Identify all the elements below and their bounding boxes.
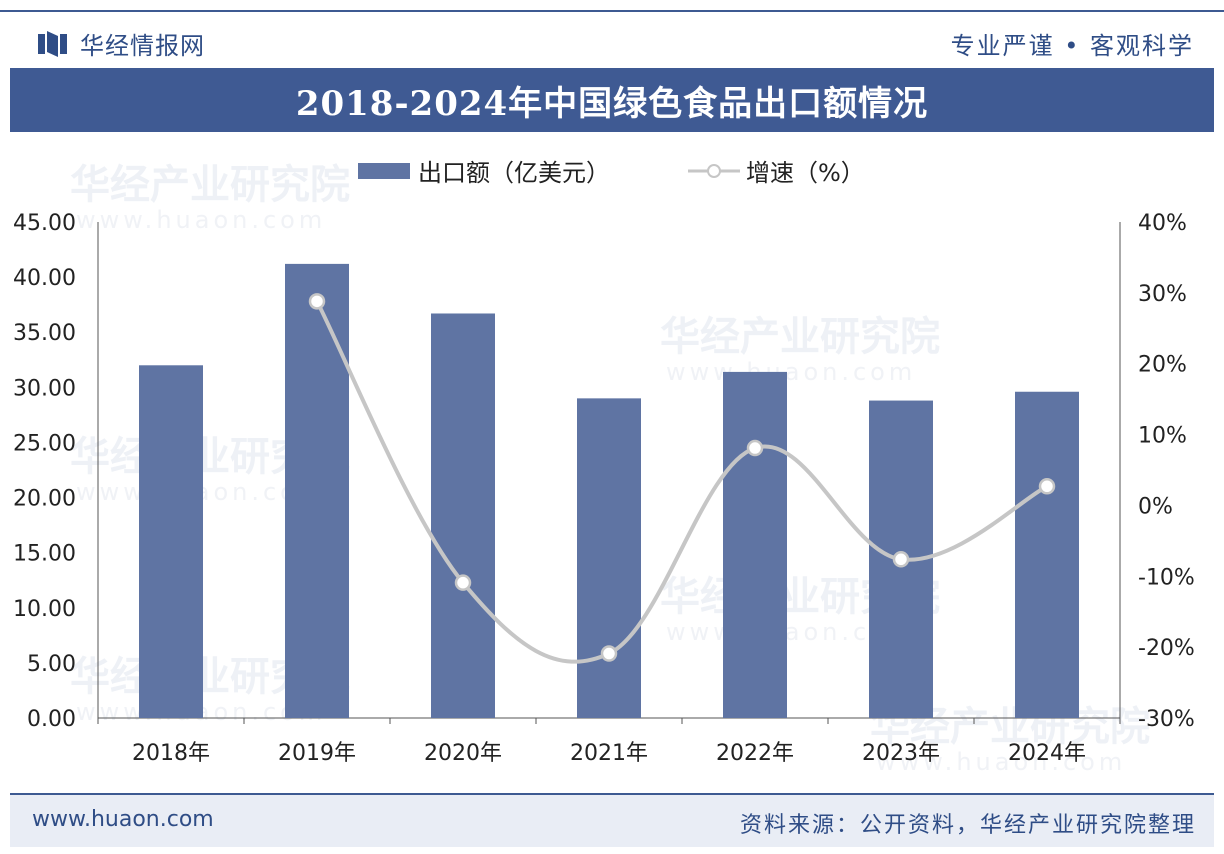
y-left-tick-label: 25.00 (13, 431, 76, 456)
growth-point-4 (892, 551, 910, 568)
growth-point-1 (454, 574, 472, 591)
footer-url[interactable]: www.huaon.com (32, 807, 214, 832)
growth-line (308, 293, 1056, 664)
watermark-text-0: 华经产业研究院 (70, 162, 350, 208)
legend: 出口额（亿美元） 增速（%） (358, 159, 865, 187)
growth-point-0 (308, 293, 326, 310)
growth-point-3 (746, 439, 764, 457)
bar-0 (139, 365, 203, 718)
footer: www.huaon.com 资料来源：公开资料，华经产业研究院整理 (10, 793, 1214, 847)
legend-bar-label: 出口额（亿美元） (418, 159, 610, 187)
bar-1 (285, 263, 349, 718)
y-right-tick-label: -20% (1138, 636, 1195, 661)
slogan: 专业严谨 • 客观科学 (950, 32, 1194, 60)
watermark-text-1: 华经产业研究院 (660, 314, 940, 360)
bar-4 (723, 371, 787, 718)
axes: 0.00 5.00 10.00 15.00 20.00 25.00 30.00 35.00 40… (13, 211, 1195, 732)
x-tick-label: 2019年 (278, 741, 356, 766)
y-left-tick-label: 45.00 (13, 211, 76, 236)
bar-3 (577, 398, 641, 718)
x-tick-label: 2020年 (424, 741, 502, 766)
y-left-tick-label: 30.00 (13, 376, 76, 401)
legend-line-label: 增速（%） (746, 159, 865, 187)
y-right-tick-label: -10% (1138, 565, 1195, 590)
x-tick-label: 2022年 (716, 741, 794, 766)
x-tick-label: 2023年 (862, 741, 940, 766)
footer-source: 资料来源：公开资料，华经产业研究院整理 (739, 813, 1196, 838)
bar-2 (431, 313, 495, 718)
y-right-tick-label: 0% (1138, 494, 1173, 519)
y-left-tick-label: 15.00 (13, 542, 76, 567)
growth-point-5 (1038, 478, 1056, 495)
growth-point-2 (600, 645, 618, 662)
x-axis-labels: 2018年 2019年 2020年 2021年 2022年 2023年 2024年 (132, 741, 1086, 766)
title-bar: 2018-2024年中国绿色食品出口额情况 (10, 68, 1214, 132)
chart: 华经产业研究院www.huaon.com华经产业研究院www.huaon.com… (13, 159, 1195, 776)
x-tick-label: 2021年 (570, 741, 648, 766)
legend-line-marker (707, 164, 721, 178)
chart-title: 2018-2024年中国绿色食品出口额情况 (295, 83, 929, 124)
y-left-tick-label: 0.00 (27, 707, 76, 732)
watermark-url-0: www.huaon.com (76, 206, 326, 234)
brand: 华经情报网 (38, 26, 205, 61)
x-tick-label: 2018年 (132, 741, 210, 766)
top-border (0, 10, 1224, 12)
y-right-tick-label: 40% (1138, 211, 1187, 236)
brand-logo-icon (38, 30, 67, 57)
y-right-tick-label: -30% (1138, 707, 1195, 732)
watermark-url-5: www.huaon.com (876, 748, 1126, 776)
y-left-tick-label: 35.00 (13, 321, 76, 346)
watermark-url-1: www.huaon.com (666, 358, 916, 386)
legend-bar-swatch (358, 163, 410, 179)
y-left-tick-label: 5.00 (27, 652, 76, 677)
y-left-tick-label: 20.00 (13, 487, 76, 512)
y-right-tick-label: 10% (1138, 424, 1187, 449)
y-left-tick-label: 40.00 (13, 266, 76, 291)
y-left-tick-label: 10.00 (13, 597, 76, 622)
brand-name: 华经情报网 (80, 32, 205, 60)
x-tick-label: 2024年 (1008, 741, 1086, 766)
y-right-tick-label: 20% (1138, 353, 1187, 378)
y-right-tick-label: 30% (1138, 282, 1187, 307)
bar-6 (1015, 391, 1079, 718)
